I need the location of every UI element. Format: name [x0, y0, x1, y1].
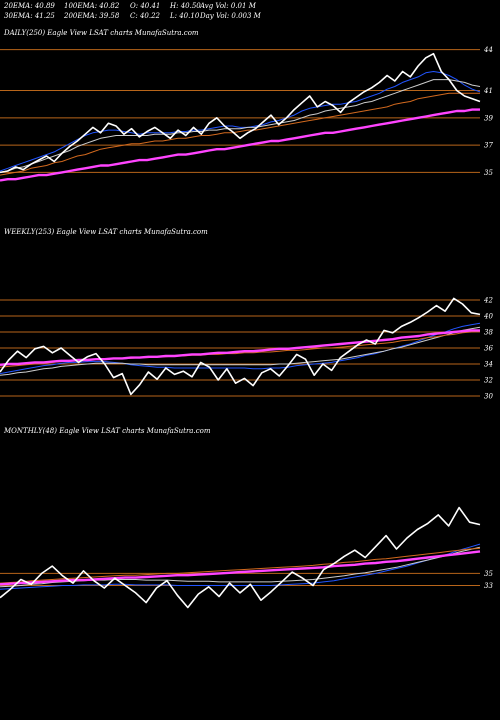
y-tick-label: 35: [484, 169, 493, 177]
stat-low: L: 40.10: [170, 12, 200, 20]
stat-30ema: 30EMA: 41.25: [4, 12, 55, 20]
daily-chart-title: DAILY(250) Eagle View LSAT charts Munafa…: [4, 29, 199, 37]
weekly-chart-title: WEEKLY(253) Eagle View LSAT charts Munaf…: [4, 228, 208, 236]
y-tick-label: 33: [484, 582, 493, 590]
y-tick-label: 32: [484, 377, 493, 385]
daily-chart: 44 41 39 37 35: [0, 46, 493, 182]
indicator-stats: 20EMA: 40.89 100EMA: 40.82 O: 40.41 H: 4…: [4, 2, 496, 26]
monthly-chart-title: MONTHLY(48) Eagle View LSAT charts Munaf…: [4, 427, 211, 435]
stat-avg-vol: Avg Vol: 0.01 M: [200, 2, 256, 10]
ema-line: [0, 92, 480, 176]
stat-day-vol: Day Vol: 0.003 M: [200, 12, 261, 20]
stat-open: O: 40.41: [130, 2, 161, 10]
y-tick-label: 30: [484, 393, 493, 401]
daily-panel: DAILY(250) Eagle View LSAT charts Munafa…: [0, 28, 500, 188]
y-tick-label: 36: [484, 345, 493, 353]
y-tick-label: 42: [483, 297, 493, 305]
monthly-chart: 35 33: [0, 506, 493, 609]
y-tick-label: 37: [484, 142, 493, 150]
stat-100ema: 100EMA: 40.82: [64, 2, 120, 10]
stat-20ema: 20EMA: 40.89: [4, 2, 55, 10]
stat-high: H: 40.50: [170, 2, 201, 10]
stat-close: C: 40.22: [130, 12, 160, 20]
y-tick-label: 34: [484, 361, 493, 369]
y-tick-label: 38: [484, 329, 493, 337]
y-tick-label: 35: [484, 570, 493, 578]
monthly-panel: MONTHLY(48) Eagle View LSAT charts Munaf…: [0, 420, 500, 620]
weekly-panel: WEEKLY(253) Eagle View LSAT charts Munaf…: [0, 222, 500, 402]
weekly-chart: 42 40 38 36 34 32 30: [0, 297, 493, 401]
y-tick-label: 39: [484, 114, 493, 122]
y-tick-label: 40: [483, 313, 493, 321]
ema200-line: [0, 108, 480, 182]
ema-line: [0, 79, 481, 173]
price-line: [0, 297, 481, 396]
ema-line: [0, 547, 481, 584]
y-tick-label: 44: [483, 46, 493, 54]
ema-line: [0, 71, 481, 172]
ema200-line: [0, 329, 480, 366]
ema-line: [0, 543, 481, 590]
price-line: [0, 506, 481, 609]
stat-200ema: 200EMA: 39.58: [64, 12, 120, 20]
price-line: [0, 52, 481, 174]
y-tick-label: 41: [483, 87, 493, 95]
ema-line: [0, 326, 481, 376]
ema200-line: [0, 550, 481, 586]
